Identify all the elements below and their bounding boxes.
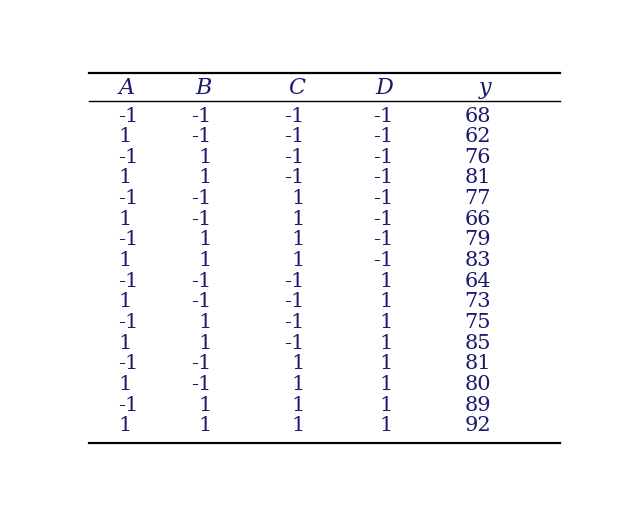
Text: 1: 1 [291,250,305,270]
Text: 76: 76 [465,147,491,167]
Text: 81: 81 [465,168,491,187]
Text: -1: -1 [191,374,211,393]
Text: 85: 85 [465,333,491,352]
Text: 1: 1 [118,250,132,270]
Text: 1: 1 [198,395,211,414]
Text: 1: 1 [380,313,393,331]
Text: 1: 1 [380,416,393,434]
Text: -1: -1 [284,333,305,352]
Text: -1: -1 [118,313,139,331]
Text: 73: 73 [465,292,491,311]
Text: 1: 1 [291,395,305,414]
Text: 1: 1 [380,374,393,393]
Text: 79: 79 [465,230,491,249]
Text: 1: 1 [198,147,211,167]
Text: -1: -1 [118,354,139,373]
Text: 1: 1 [118,292,132,311]
Text: 1: 1 [380,292,393,311]
Text: -1: -1 [284,127,305,146]
Text: -1: -1 [284,168,305,187]
Text: C: C [288,77,305,99]
Text: -1: -1 [373,107,393,125]
Text: 1: 1 [291,210,305,228]
Text: 1: 1 [380,354,393,373]
Text: -1: -1 [373,250,393,270]
Text: 1: 1 [198,230,211,249]
Text: 77: 77 [465,189,491,208]
Text: 1: 1 [118,416,132,434]
Text: 66: 66 [465,210,491,228]
Text: 1: 1 [380,395,393,414]
Text: -1: -1 [284,271,305,290]
Text: y: y [479,77,491,99]
Text: 89: 89 [465,395,491,414]
Text: -1: -1 [284,147,305,167]
Text: 75: 75 [465,313,491,331]
Text: -1: -1 [284,292,305,311]
Text: -1: -1 [191,354,211,373]
Text: -1: -1 [118,189,139,208]
Text: D: D [375,77,393,99]
Text: -1: -1 [118,107,139,125]
Text: 1: 1 [291,416,305,434]
Text: -1: -1 [284,107,305,125]
Text: 1: 1 [118,168,132,187]
Text: -1: -1 [191,210,211,228]
Text: -1: -1 [284,313,305,331]
Text: -1: -1 [118,395,139,414]
Text: 1: 1 [118,210,132,228]
Text: 1: 1 [291,189,305,208]
Text: -1: -1 [373,189,393,208]
Text: 83: 83 [465,250,491,270]
Text: B: B [195,77,211,99]
Text: 62: 62 [465,127,491,146]
Text: -1: -1 [373,210,393,228]
Text: -1: -1 [373,127,393,146]
Text: 1: 1 [291,374,305,393]
Text: 68: 68 [465,107,491,125]
Text: -1: -1 [118,147,139,167]
Text: A: A [118,77,134,99]
Text: -1: -1 [373,230,393,249]
Text: 80: 80 [465,374,491,393]
Text: 1: 1 [118,374,132,393]
Text: 64: 64 [465,271,491,290]
Text: -1: -1 [373,168,393,187]
Text: 1: 1 [198,416,211,434]
Text: 92: 92 [465,416,491,434]
Text: -1: -1 [118,271,139,290]
Text: 1: 1 [198,333,211,352]
Text: -1: -1 [191,189,211,208]
Text: 1: 1 [380,333,393,352]
Text: 1: 1 [118,333,132,352]
Text: -1: -1 [191,292,211,311]
Text: 1: 1 [198,168,211,187]
Text: 1: 1 [380,271,393,290]
Text: 1: 1 [291,354,305,373]
Text: 1: 1 [291,230,305,249]
Text: -1: -1 [118,230,139,249]
Text: 81: 81 [465,354,491,373]
Text: -1: -1 [191,127,211,146]
Text: -1: -1 [191,271,211,290]
Text: -1: -1 [191,107,211,125]
Text: -1: -1 [373,147,393,167]
Text: 1: 1 [198,313,211,331]
Text: 1: 1 [118,127,132,146]
Text: 1: 1 [198,250,211,270]
